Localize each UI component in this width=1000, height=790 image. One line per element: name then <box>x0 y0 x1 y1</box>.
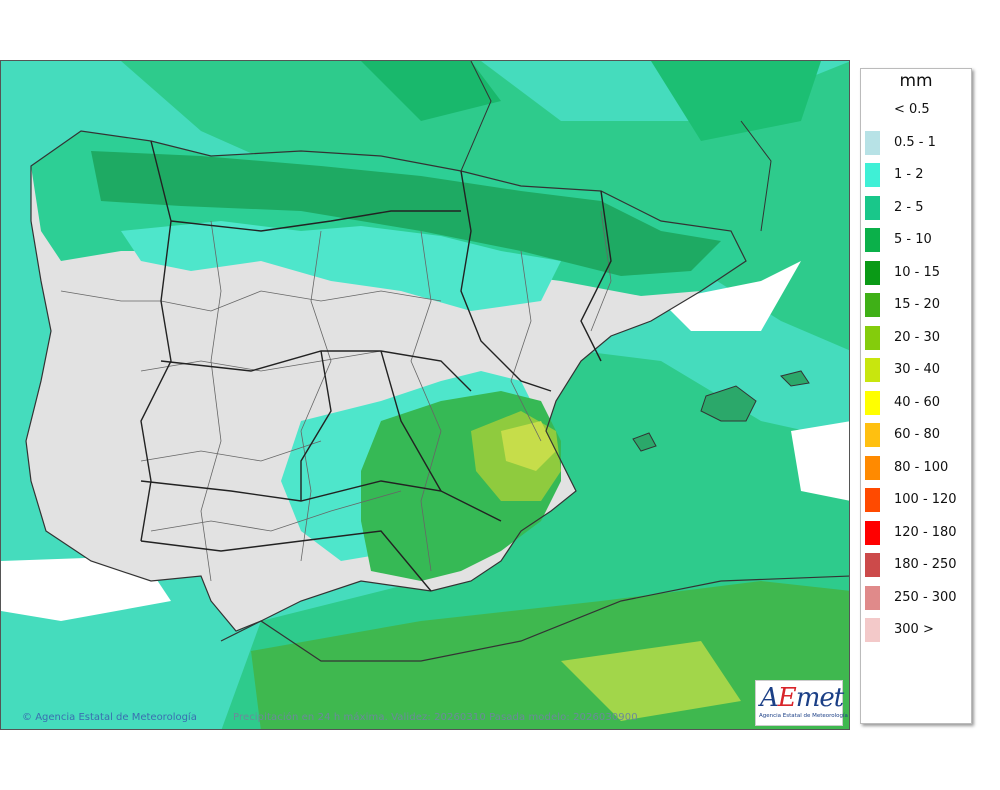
legend-item: 30 - 40 <box>865 358 969 382</box>
map-caption: Precipitación en 24 h máxima. Validez: 2… <box>233 712 638 723</box>
legend-label: 80 - 100 <box>894 459 949 475</box>
legend-label: 40 - 60 <box>894 394 941 410</box>
logo-letters-met: met <box>795 683 844 713</box>
legend-item: 250 - 300 <box>865 585 969 610</box>
legend-swatch <box>865 585 880 610</box>
legend-label: 15 - 20 <box>894 297 941 312</box>
precip-zone-ne <box>651 61 821 141</box>
legend-label: 0.5 - 1 <box>894 134 936 150</box>
legend-swatch <box>865 520 880 545</box>
legend-item: 20 - 30 <box>865 325 969 350</box>
precip-zone-africa-high <box>561 641 741 721</box>
legend-item: < 0.5 <box>865 98 969 122</box>
legend-label: 120 - 180 <box>894 524 957 540</box>
legend-item: 100 - 120 <box>865 488 969 512</box>
island-mallorca <box>700 385 757 422</box>
aemet-logo-mark: AEmet <box>760 683 844 713</box>
agency-credit: © Agencia Estatal de Meteorología <box>22 712 197 723</box>
island-ibiza <box>632 432 657 452</box>
legend-swatch <box>865 423 880 447</box>
coastline-iberia <box>25 130 747 632</box>
precipitation-map <box>0 60 850 730</box>
legend-item: 5 - 10 <box>865 228 969 252</box>
logo-letter-a: A <box>760 683 779 713</box>
legend-swatch <box>865 163 880 187</box>
legend-swatch <box>865 228 880 252</box>
legend-swatch <box>865 98 880 122</box>
legend-item: 180 - 250 <box>865 553 969 577</box>
legend-item: 120 - 180 <box>865 520 969 545</box>
dry-patch-east <box>791 421 849 501</box>
legend-swatch <box>865 260 880 285</box>
peak-zone-valencia <box>501 421 556 471</box>
legend-label: 300 > <box>894 622 934 637</box>
legend-swatch <box>865 358 880 382</box>
legend-item: 1 - 2 <box>865 163 969 187</box>
legend-item: 15 - 20 <box>865 293 969 317</box>
wet-band-north-core <box>91 151 721 276</box>
legend-swatch <box>865 195 880 220</box>
legend-label: 250 - 300 <box>894 589 957 605</box>
legend-item: 60 - 80 <box>865 423 969 447</box>
legend-label: 30 - 40 <box>894 362 941 377</box>
legend-item: 2 - 5 <box>865 195 969 220</box>
cyan-inland-north <box>121 221 561 311</box>
precip-zone-north-2 <box>361 61 501 121</box>
legend-label: 60 - 80 <box>894 427 941 442</box>
legend-label: 20 - 30 <box>894 329 941 345</box>
legend-label: 5 - 10 <box>894 232 932 247</box>
legend-label: 10 - 15 <box>894 264 941 280</box>
legend-unit: mm <box>899 71 933 91</box>
legend-item: 10 - 15 <box>865 260 969 285</box>
legend-item: 80 - 100 <box>865 455 969 480</box>
border-france <box>460 61 492 172</box>
dry-patch-ne <box>661 261 801 331</box>
legend-label: < 0.5 <box>894 102 930 117</box>
legend-label: 100 - 120 <box>894 492 957 507</box>
legend-swatch <box>865 455 880 480</box>
region-borders <box>140 140 612 592</box>
aemet-logo-subtitle: Agencia Estatal de Meteorología <box>759 713 848 719</box>
legend-label: 180 - 250 <box>894 557 957 572</box>
legend-label: 1 - 2 <box>894 167 924 182</box>
map-canvas <box>1 61 849 729</box>
coastline-france <box>740 120 772 232</box>
province-borders <box>60 210 612 582</box>
legend-label: 2 - 5 <box>894 199 924 215</box>
logo-letter-e: E <box>777 683 797 713</box>
legend-swatch <box>865 130 880 155</box>
island-menorca <box>780 370 810 387</box>
legend-swatch <box>865 325 880 350</box>
legend: mm < 0.5 0.5 - 1 1 - 2 2 - 5 5 - 10 10 - 15 15… <box>860 68 972 724</box>
coastline-africa <box>220 575 849 662</box>
legend-swatch <box>865 390 880 415</box>
agency-credit-text: Agencia Estatal de Meteorología <box>35 712 197 723</box>
legend-swatch <box>865 618 880 642</box>
legend-swatch <box>865 553 880 577</box>
aemet-logo: AEmet Agencia Estatal de Meteorología <box>755 680 848 726</box>
legend-swatch <box>865 488 880 512</box>
legend-item: 40 - 60 <box>865 390 969 415</box>
legend-item: 0.5 - 1 <box>865 130 969 155</box>
legend-swatch <box>865 293 880 317</box>
legend-item: 300 > <box>865 618 969 642</box>
